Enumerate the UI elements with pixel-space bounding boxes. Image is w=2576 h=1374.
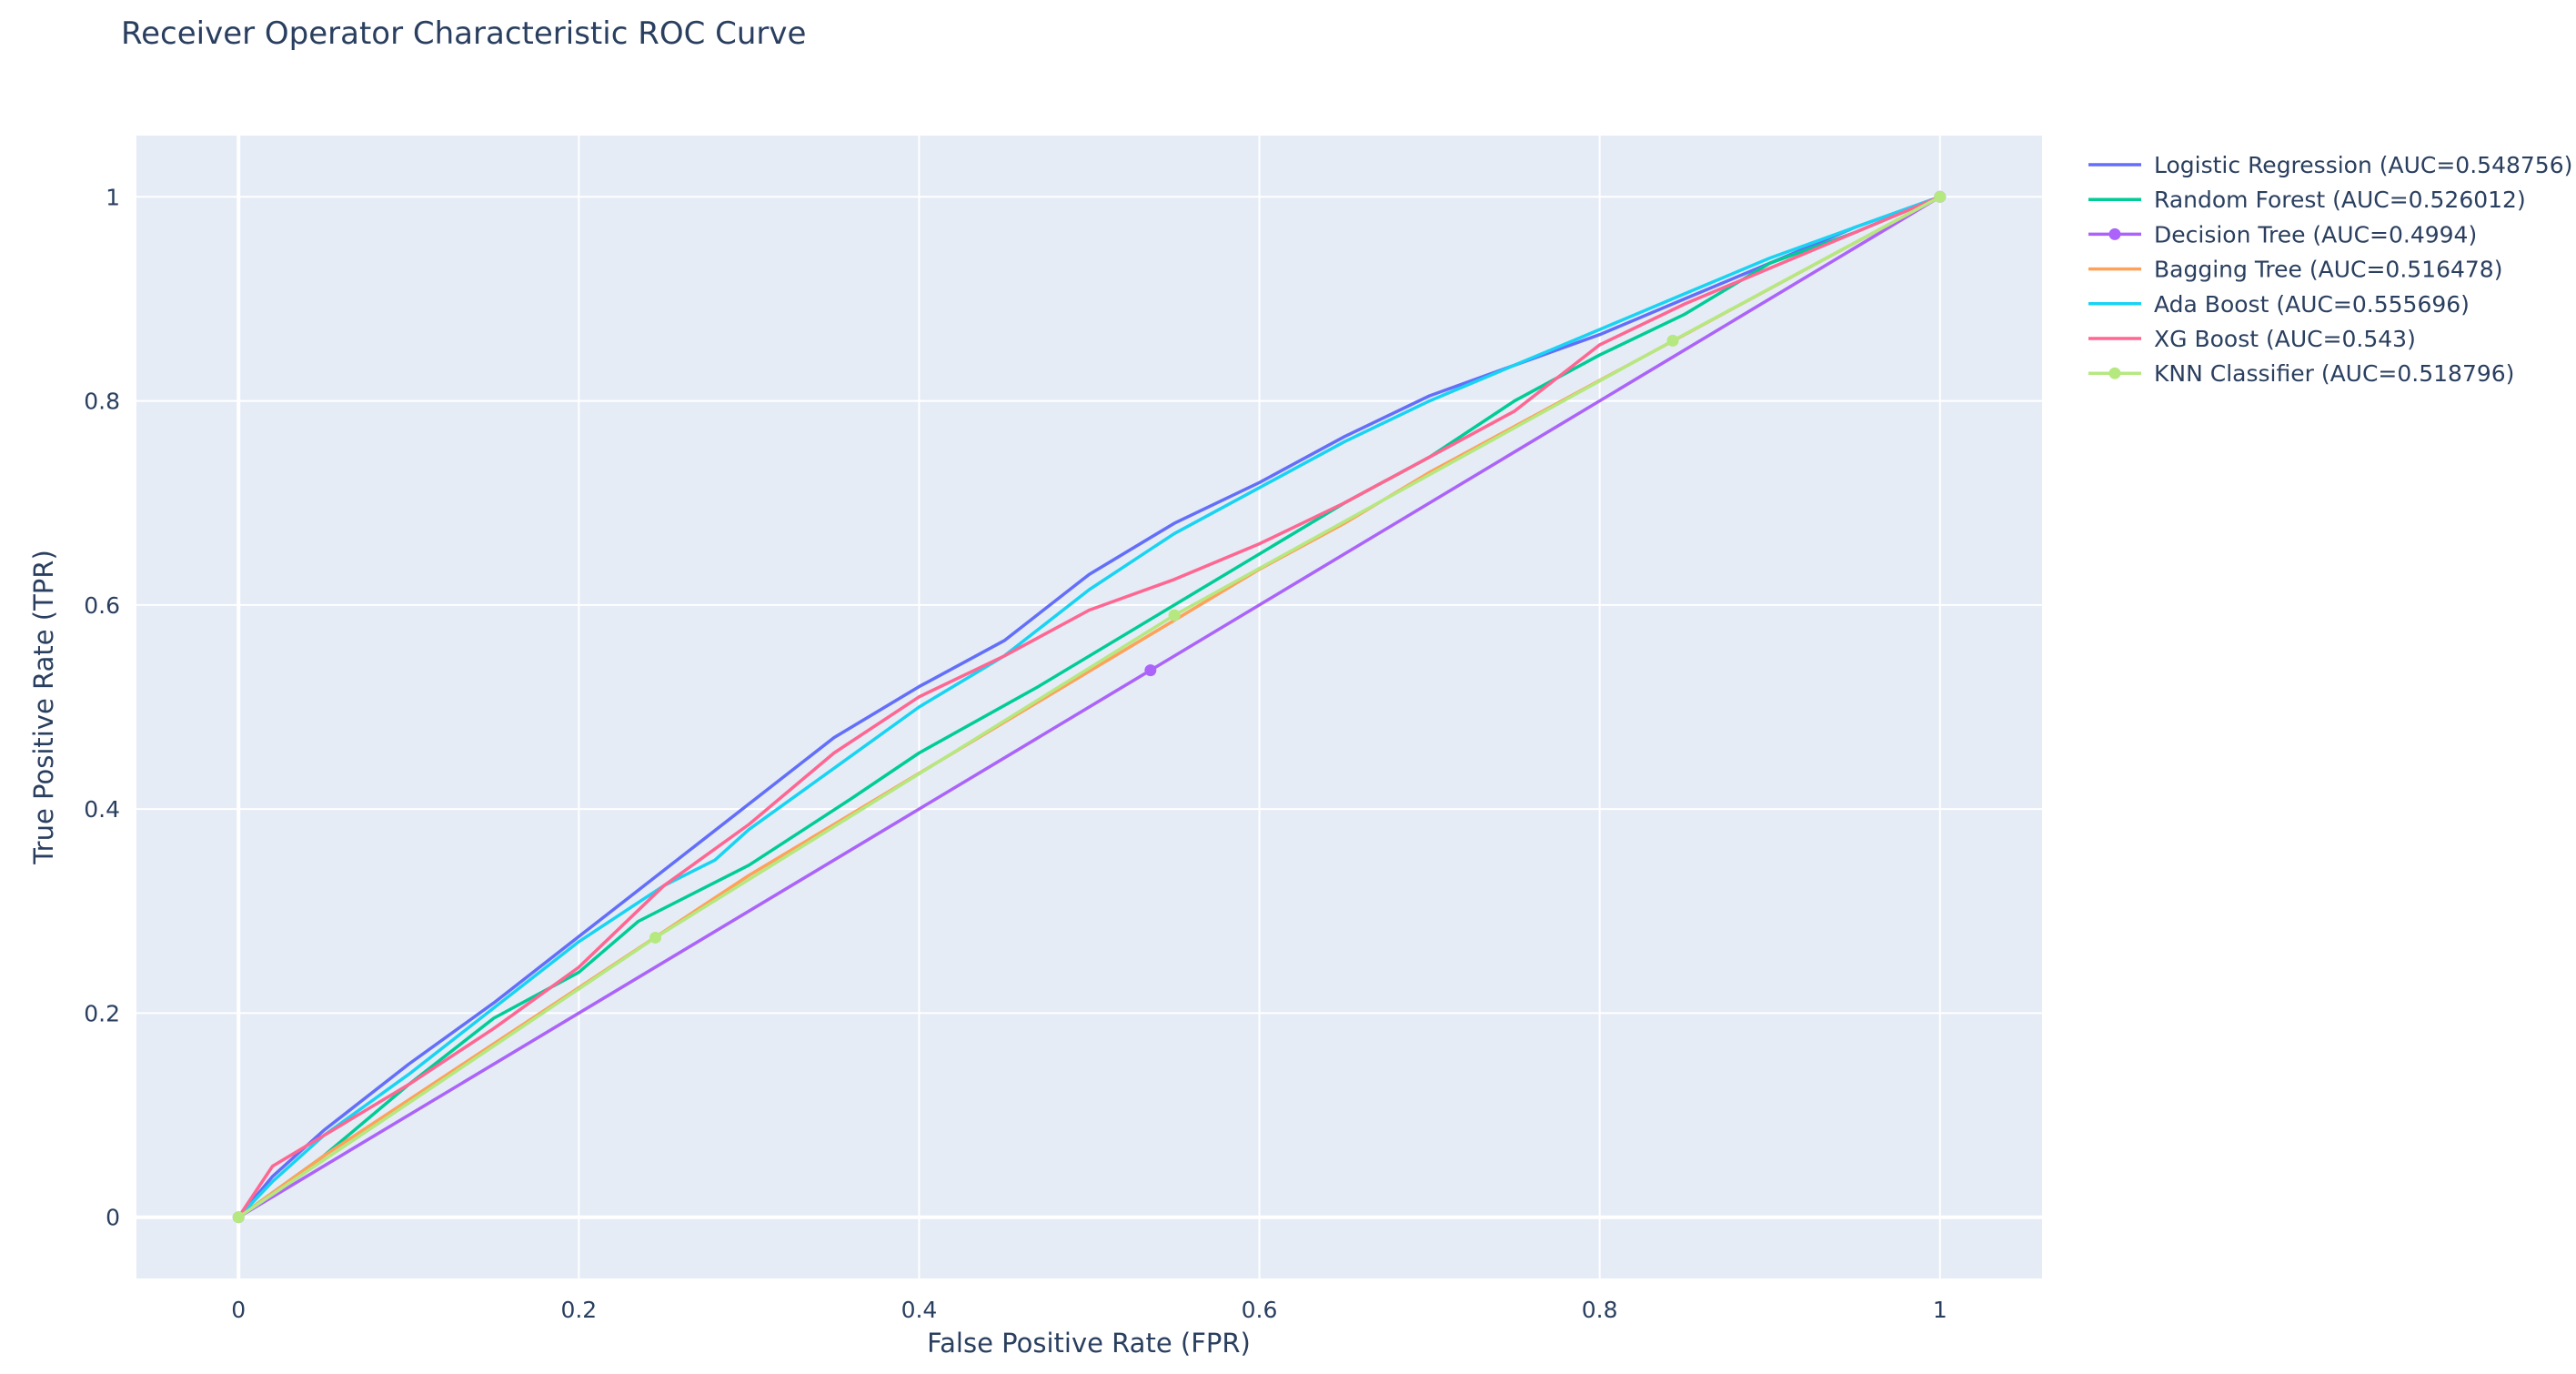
legend-item[interactable]: Random Forest (AUC=0.526012): [2088, 187, 2526, 213]
y-axis-ticks: 0 0.2 0.4 0.6 0.8 1: [84, 184, 120, 1230]
x-tick-label: 0.4: [901, 1297, 938, 1323]
legend-item[interactable]: Logistic Regression (AUC=0.548756): [2088, 152, 2572, 178]
legend-item[interactable]: Bagging Tree (AUC=0.516478): [2088, 257, 2502, 283]
chart-title: Receiver Operator Characteristic ROC Cur…: [121, 15, 806, 52]
data-point[interactable]: [1934, 190, 1947, 203]
y-tick-label: 0: [106, 1205, 120, 1231]
series-1: [237, 195, 1941, 1219]
legend-label: Ada Boost (AUC=0.555696): [2154, 291, 2470, 318]
zero-lines: [136, 136, 2042, 1278]
series-layer: [232, 190, 1947, 1224]
legend-item[interactable]: Ada Boost (AUC=0.555696): [2088, 291, 2470, 318]
y-tick-label: 0.4: [84, 796, 120, 823]
legend-item[interactable]: Decision Tree (AUC=0.4994): [2088, 221, 2477, 248]
data-point[interactable]: [232, 1211, 245, 1224]
x-axis-title: False Positive Rate (FPR): [927, 1328, 1251, 1359]
legend-label: Decision Tree (AUC=0.4994): [2154, 221, 2477, 248]
x-tick-label: 1: [1933, 1297, 1947, 1323]
series-line[interactable]: [237, 195, 1941, 1219]
y-tick-label: 0.8: [84, 389, 120, 415]
legend-marker: [2108, 227, 2121, 240]
legend-label: Random Forest (AUC=0.526012): [2154, 187, 2526, 213]
legend-item[interactable]: KNN Classifier (AUC=0.518796): [2088, 360, 2514, 387]
legend-marker: [2108, 367, 2121, 379]
x-tick-label: 0.8: [1582, 1297, 1618, 1323]
series-5: [236, 195, 1941, 1218]
data-point[interactable]: [1144, 664, 1157, 677]
data-point[interactable]: [649, 931, 662, 944]
y-tick-label: 1: [106, 184, 120, 210]
y-tick-label: 0.6: [84, 592, 120, 619]
x-tick-label: 0.6: [1242, 1297, 1278, 1323]
legend-label: Logistic Regression (AUC=0.548756): [2154, 152, 2572, 178]
legend: Logistic Regression (AUC=0.548756) Random…: [2088, 152, 2572, 387]
legend-item[interactable]: XG Boost (AUC=0.543): [2088, 326, 2416, 352]
legend-label: KNN Classifier (AUC=0.518796): [2154, 360, 2514, 387]
series-line[interactable]: [236, 195, 1941, 1218]
x-tick-label: 0: [231, 1297, 246, 1323]
series-line[interactable]: [236, 195, 1941, 1218]
y-axis-title: True Positive Rate (TPR): [28, 550, 59, 865]
series-6: [232, 190, 1947, 1224]
series-0: [236, 195, 1941, 1218]
x-tick-label: 0.2: [560, 1297, 597, 1323]
data-point[interactable]: [1666, 334, 1679, 347]
y-tick-label: 0.2: [84, 1000, 120, 1026]
legend-label: Bagging Tree (AUC=0.516478): [2154, 257, 2502, 283]
legend-label: XG Boost (AUC=0.543): [2154, 326, 2416, 352]
data-point[interactable]: [1168, 609, 1181, 621]
x-axis-ticks: 0 0.2 0.4 0.6 0.8 1: [231, 1297, 1947, 1323]
